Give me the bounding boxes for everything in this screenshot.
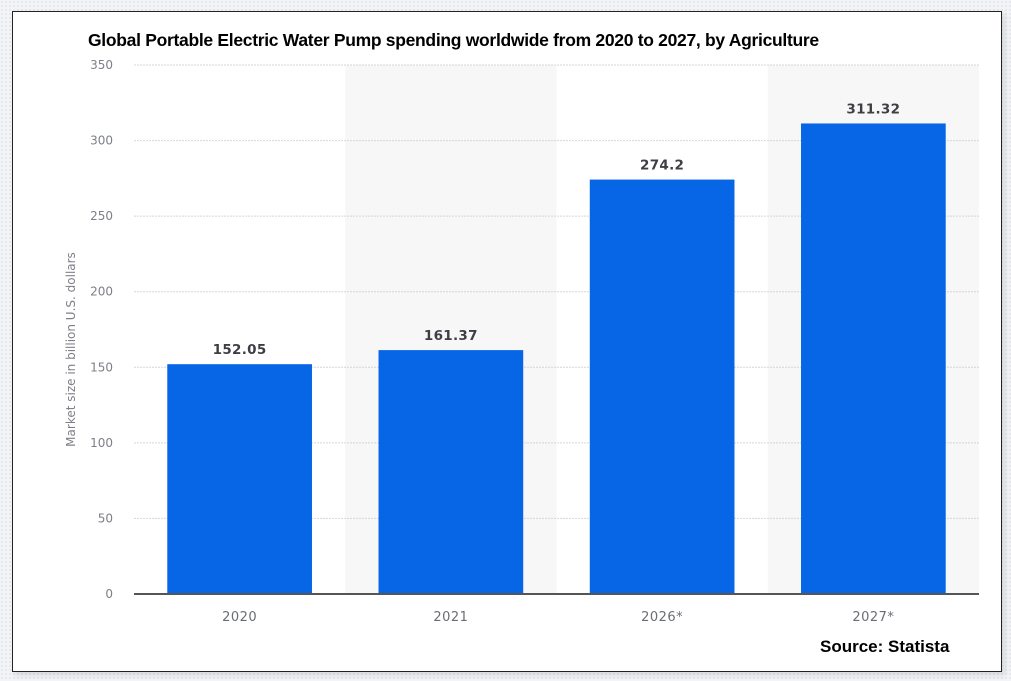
y-axis-ticks: 0 50 100 150 200 250 300 350 [90, 58, 113, 601]
y-tick-label: 300 [90, 134, 113, 148]
x-tick-label: 2021 [433, 610, 468, 625]
x-tick-label: 2026* [641, 610, 683, 625]
bar[interactable] [167, 364, 312, 594]
chart-title: Global Portable Electric Water Pump spen… [88, 30, 819, 50]
x-tick-label: 2020 [222, 610, 257, 625]
y-tick-label: 0 [105, 587, 113, 601]
x-axis-labels: 2020 2021 2026* 2027* [222, 610, 894, 625]
bar[interactable] [589, 179, 735, 594]
bars [167, 123, 946, 594]
data-label: 274.2 [640, 158, 684, 174]
bar[interactable] [378, 350, 524, 594]
y-tick-label: 50 [98, 511, 113, 525]
y-axis-label: Market size in billion U.S. dollars [64, 252, 78, 447]
data-label: 161.37 [424, 328, 478, 344]
y-tick-label: 100 [90, 436, 113, 450]
y-tick-label: 150 [90, 360, 113, 374]
data-label: 152.05 [213, 342, 267, 358]
data-label: 311.32 [846, 101, 900, 117]
x-tick-label: 2027* [852, 610, 894, 625]
source-note: Source: Statista [820, 637, 950, 656]
y-tick-label: 200 [90, 285, 113, 299]
value-labels: 152.05 161.37 274.2 311.32 [213, 101, 900, 358]
y-tick-label: 350 [90, 58, 113, 72]
bar[interactable] [801, 123, 946, 594]
y-tick-label: 250 [90, 209, 113, 223]
